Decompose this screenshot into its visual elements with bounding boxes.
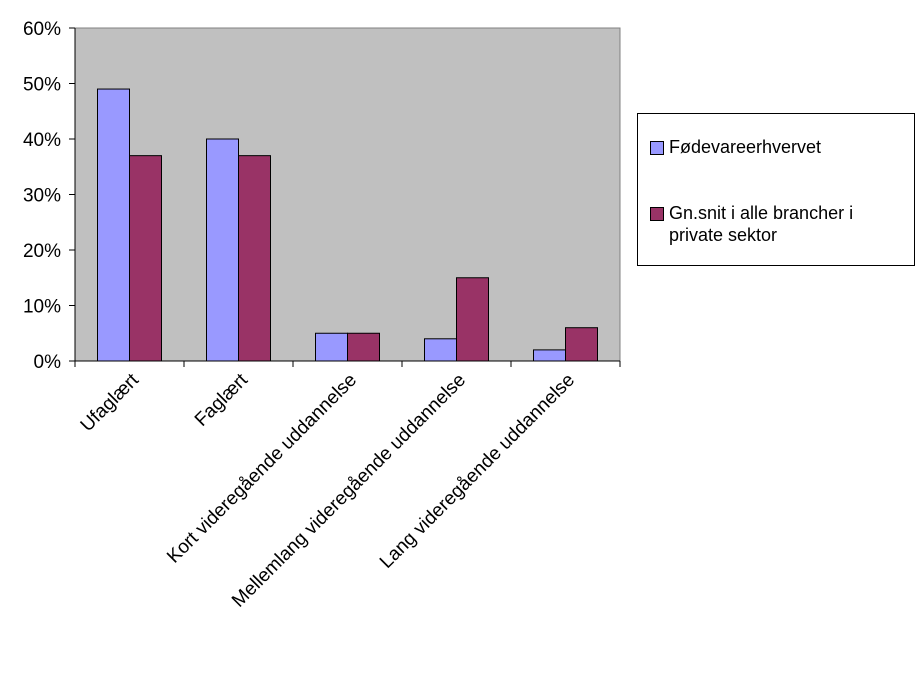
bar-series-1 xyxy=(97,88,130,362)
y-tick-label: 0% xyxy=(34,352,62,373)
y-axis: 0% 10% 20% 30% 40% 50% 60% xyxy=(23,19,76,373)
legend-item-series-2: Gn.snit i alle brancher i private sektor xyxy=(650,202,917,246)
y-tick-label: 30% xyxy=(23,186,61,207)
legend-label-series-1: Fødevareerhvervet xyxy=(669,137,822,157)
bars xyxy=(97,88,598,362)
bar-series-1 xyxy=(424,338,457,362)
legend-swatch-series-2 xyxy=(650,207,664,221)
bar-series-2 xyxy=(129,155,162,362)
y-tick-label: 40% xyxy=(23,130,61,151)
plot-area xyxy=(74,27,621,362)
bar-series-2 xyxy=(565,327,598,362)
legend-label-series-2: Gn.snit i alle brancher i private sektor xyxy=(669,203,854,245)
x-category-label: Faglært xyxy=(191,369,253,431)
x-category-label: Lang videregående uddannelse xyxy=(376,370,579,573)
bar-series-1 xyxy=(315,332,348,362)
bar-series-2 xyxy=(456,277,489,362)
x-category-label: Kort videregående uddannelse xyxy=(163,370,361,568)
y-tick-label: 60% xyxy=(23,19,61,40)
chart-legend: Fødevareerhvervet Gn.snit i alle branche… xyxy=(637,113,915,266)
bar-series-1 xyxy=(206,138,239,362)
x-category-label: Ufaglært xyxy=(77,369,144,436)
bar-series-1 xyxy=(533,349,566,362)
y-tick-label: 50% xyxy=(23,75,61,96)
legend-swatch-series-1 xyxy=(650,141,664,155)
y-tick-label: 10% xyxy=(23,297,61,318)
x-category-label: Mellemlang videregående uddannelse xyxy=(228,370,470,612)
bar-series-2 xyxy=(238,155,271,362)
legend-item-series-1: Fødevareerhvervet xyxy=(650,136,917,158)
y-tick-label: 20% xyxy=(23,241,61,262)
bar-series-2 xyxy=(347,332,380,362)
